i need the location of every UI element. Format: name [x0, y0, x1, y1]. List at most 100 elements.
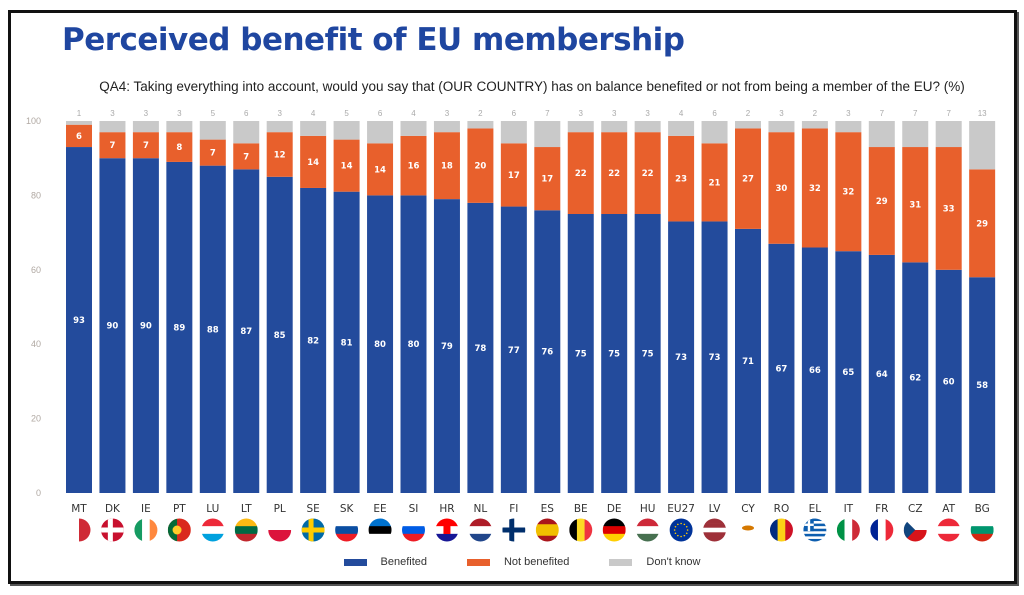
netherlands-flag-icon	[468, 518, 492, 542]
dont-know-value-label: 3	[846, 109, 851, 118]
bar-value-label: 66	[809, 366, 821, 376]
bar-segment-not-benefited	[634, 132, 661, 214]
bar-segment-dont-know	[500, 121, 527, 144]
bar-value-label: 12	[274, 150, 286, 160]
category-label: SI	[409, 503, 419, 515]
austria-flag-icon	[937, 518, 961, 542]
bar-value-label: 21	[709, 178, 721, 188]
bar-value-label: 77	[508, 346, 520, 356]
bar-value-label: 89	[173, 323, 185, 333]
bar-segment-benefited	[768, 243, 795, 493]
dont-know-value-label: 7	[946, 109, 951, 118]
bar-value-label: 7	[243, 152, 249, 162]
bar-segment-benefited	[534, 210, 561, 493]
legend-item-dont-know: Don't know	[609, 556, 701, 568]
y-tick-label: 20	[31, 414, 41, 424]
bar-value-label: 14	[374, 165, 386, 175]
dont-know-value-label: 3	[277, 109, 282, 118]
legend-label: Don't know	[646, 556, 701, 568]
bar-segment-not-benefited	[400, 135, 427, 196]
bar-segment-benefited	[367, 195, 394, 493]
category-label: MT	[71, 503, 87, 515]
category-label: LT	[241, 503, 252, 515]
bar-segment-benefited	[868, 254, 895, 493]
luxembourg-flag-icon	[201, 518, 225, 542]
bar-segment-dont-know	[701, 121, 728, 144]
ireland-flag-icon	[134, 518, 158, 542]
sweden-flag-icon	[301, 518, 325, 542]
bar-value-label: 62	[909, 374, 921, 384]
bar-segment-not-benefited	[467, 128, 494, 203]
category-label: SE	[306, 503, 319, 515]
bar-segment-dont-know	[735, 121, 761, 129]
category-label: LU	[206, 503, 219, 515]
dont-know-value-label: 3	[645, 109, 650, 118]
bar-segment-not-benefited	[567, 132, 594, 214]
bar-value-label: 76	[541, 348, 553, 358]
legend-swatch-not-benefited	[466, 558, 490, 566]
bar-segment-dont-know	[400, 121, 427, 136]
bar-segment-dont-know	[668, 121, 695, 136]
bar-segment-not-benefited	[233, 143, 260, 170]
bar-value-label: 88	[207, 325, 219, 335]
category-label: SK	[340, 503, 355, 515]
category-label: DK	[105, 503, 121, 515]
category-label: FR	[875, 503, 888, 515]
legend-item-benefited: Benefited	[343, 556, 427, 568]
category-label: PL	[274, 503, 286, 515]
chart-legend: Benefited Not benefited Don't know	[0, 556, 1024, 568]
cyprus-flag-icon	[736, 518, 760, 542]
bar-segment-not-benefited	[367, 143, 394, 196]
france-flag-icon	[870, 518, 894, 542]
bar-segment-benefited	[66, 147, 92, 494]
bar-segment-not-benefited	[132, 132, 159, 159]
eu-flag-icon	[669, 518, 693, 542]
dont-know-value-label: 3	[612, 109, 617, 118]
spain-flag-icon	[535, 518, 559, 542]
bar-segment-not-benefited	[66, 124, 92, 148]
bar-value-label: 67	[776, 364, 788, 374]
category-label: CY	[741, 503, 755, 515]
bar-segment-benefited	[567, 214, 594, 493]
slovenia-flag-icon	[402, 518, 425, 542]
bar-segment-not-benefited	[433, 132, 460, 200]
bar-segment-benefited	[233, 169, 260, 494]
bar-value-label: 16	[408, 162, 420, 172]
y-tick-label: 0	[36, 488, 41, 498]
bar-segment-not-benefited	[668, 135, 695, 222]
bar-segment-dont-know	[132, 121, 159, 133]
y-tick-label: 40	[31, 339, 41, 349]
bar-segment-not-benefited	[199, 139, 226, 166]
portugal-flag-icon	[167, 518, 191, 542]
latvia-flag-icon	[703, 518, 727, 542]
bar-value-label: 81	[341, 338, 353, 348]
bar-segment-benefited	[935, 269, 962, 493]
bar-segment-benefited	[333, 191, 360, 493]
dont-know-value-label: 1	[77, 109, 82, 118]
bar-segment-benefited	[467, 202, 494, 493]
y-tick-label: 80	[31, 190, 41, 200]
dont-know-value-label: 4	[411, 109, 416, 118]
bar-segment-benefited	[735, 228, 761, 493]
dont-know-value-label: 3	[144, 109, 149, 118]
greece-flag-icon	[803, 518, 827, 542]
bar-value-label: 18	[441, 162, 453, 172]
bar-value-label: 75	[642, 350, 654, 360]
dont-know-value-label: 3	[779, 109, 784, 118]
category-label: RO	[774, 503, 790, 515]
bar-segment-benefited	[99, 158, 126, 493]
dont-know-value-label: 2	[478, 109, 483, 118]
bar-segment-benefited	[902, 262, 929, 493]
finland-flag-icon	[502, 518, 526, 542]
bar-segment-not-benefited	[801, 128, 828, 248]
bar-segment-dont-know	[601, 121, 628, 133]
bar-segment-not-benefited	[99, 132, 126, 159]
bar-value-label: 90	[107, 322, 119, 332]
bar-segment-benefited	[668, 221, 695, 493]
bar-value-label: 93	[73, 316, 85, 326]
dont-know-value-label: 4	[679, 109, 684, 118]
bar-value-label: 85	[274, 331, 286, 341]
bar-segment-not-benefited	[902, 147, 929, 263]
bar-segment-not-benefited	[969, 169, 996, 278]
bar-segment-dont-know	[534, 121, 561, 148]
